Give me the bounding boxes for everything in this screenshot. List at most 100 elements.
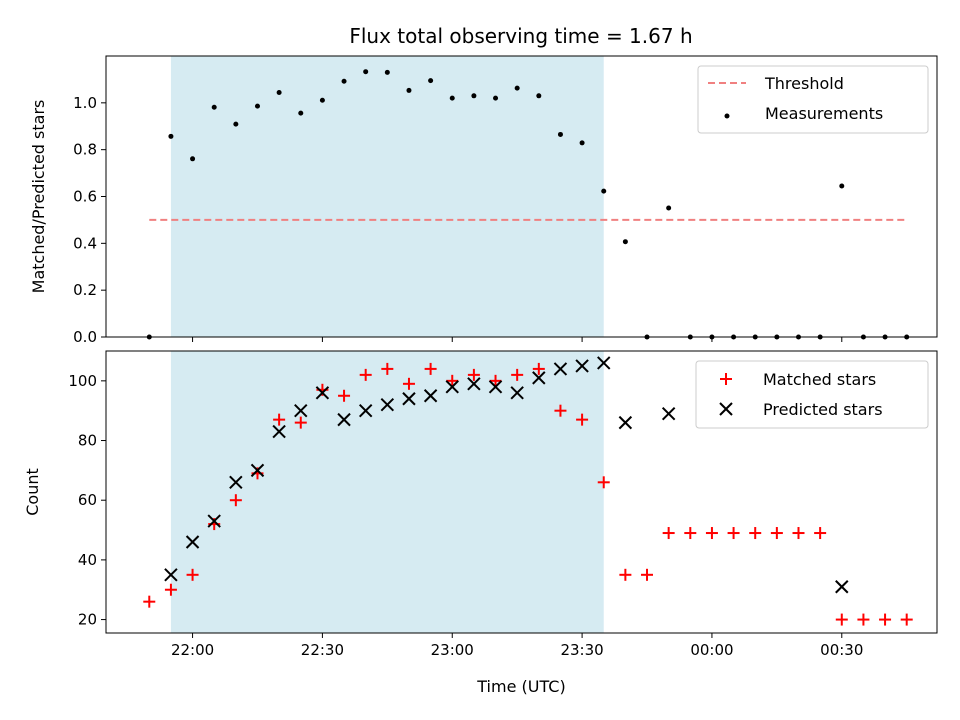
bottom-ytick-label: 20: [78, 611, 97, 629]
bottom-legend: Matched stars Predicted stars: [695, 360, 929, 429]
predicted-stars-point: [423, 389, 438, 403]
matched-stars-point: [554, 404, 567, 417]
matched-stars-point: [727, 527, 740, 540]
matched-stars-point: [749, 527, 762, 540]
matched-stars-point: [511, 368, 524, 381]
measurement-point: [536, 93, 542, 99]
top-ytick-label: 0.8: [73, 141, 97, 159]
matched-stars-point: [186, 568, 199, 581]
xtick-label: 00:30: [820, 641, 863, 659]
legend-predicted-swatch: [719, 402, 733, 416]
measurement-point: [233, 121, 239, 127]
matched-stars-point: [381, 362, 394, 375]
predicted-stars-point: [445, 380, 459, 394]
matched-stars-point: [705, 527, 718, 540]
predicted-stars-point: [250, 463, 265, 478]
xtick-label: 22:00: [171, 641, 214, 659]
matched-stars-point: [489, 374, 502, 387]
matched-stars-point: [273, 413, 286, 426]
xtick-label: 23:30: [560, 641, 603, 659]
legend-measurements-swatch: [724, 113, 730, 119]
matched-stars-point: [229, 494, 242, 507]
predicted-stars-point: [402, 392, 416, 406]
matched-stars-point: [294, 416, 307, 429]
top-legend-box: [697, 65, 929, 134]
predicted-stars-point: [618, 415, 633, 430]
xtick-label: 23:00: [431, 641, 474, 659]
predicted-stars-point: [337, 412, 351, 427]
matched-stars-point: [576, 413, 589, 426]
matched-stars-point: [879, 613, 892, 626]
matched-stars-point: [164, 583, 177, 596]
matched-stars-point: [662, 527, 675, 540]
legend-measurements-label: Measurements: [765, 104, 883, 123]
matched-stars-point: [770, 527, 783, 540]
legend-threshold-label: Threshold: [764, 74, 844, 93]
matched-stars-point: [835, 613, 848, 626]
measurement-point: [839, 183, 845, 189]
measurement-point: [449, 95, 455, 101]
measurement-point: [211, 104, 217, 110]
top-ytick-label: 1.0: [73, 94, 97, 112]
matched-stars-point: [641, 568, 654, 581]
measurement-point: [363, 69, 369, 75]
measurement-point: [254, 103, 260, 109]
legend-predicted-label: Predicted stars: [763, 400, 883, 419]
xtick-label: 00:00: [690, 641, 733, 659]
matched-stars-point: [900, 613, 913, 626]
predicted-stars-point: [315, 386, 330, 400]
bottom-y-axis-label: Count: [23, 468, 42, 516]
top-panel: 0.0 0.2 0.4 0.6 0.8 1.0 Matched/Predicted sta…: [29, 55, 938, 346]
matched-stars-point: [402, 377, 415, 390]
matched-stars-point: [597, 476, 610, 489]
bottom-ytick-label: 100: [68, 372, 97, 390]
matched-stars-point: [619, 568, 632, 581]
predicted-stars-point: [575, 359, 589, 373]
x-axis-label: Time (UTC): [476, 677, 565, 696]
bottom-legend-box: [695, 360, 929, 429]
top-legend: Threshold Measurements: [697, 65, 929, 134]
xtick-label: 22:30: [301, 641, 344, 659]
matched-stars-point: [857, 613, 870, 626]
predicted-stars-point: [488, 380, 503, 394]
predicted-stars-point: [510, 386, 524, 400]
predicted-stars-point: [467, 377, 481, 391]
measurement-point: [514, 85, 520, 91]
measurement-point: [428, 78, 434, 84]
predicted-stars-point: [661, 406, 676, 421]
bottom-ytick-label: 60: [78, 491, 97, 509]
predicted-stars-point: [164, 568, 178, 582]
measurement-point: [601, 188, 607, 194]
bottom-plot-frame: [105, 350, 938, 634]
predicted-stars-point: [272, 424, 286, 439]
chart-title: Flux total observing time = 1.67 h: [349, 24, 692, 48]
predicted-stars-point: [553, 362, 568, 376]
predicted-stars-point: [358, 403, 373, 418]
measurement-point: [276, 90, 282, 96]
bottom-panel: 20 40 60 80 100 22:00 22:30 23:00 23:30 00:00 00:…: [23, 350, 938, 696]
matched-stars-point: [532, 362, 545, 375]
predicted-stars-point: [597, 356, 611, 370]
matched-stars-point: [446, 374, 459, 387]
predicted-stars-point: [185, 535, 200, 549]
predicted-stars-point: [532, 371, 546, 385]
predicted-stars-point: [835, 580, 849, 594]
bottom-ytick-label: 40: [78, 551, 97, 569]
matched-stars-point: [359, 368, 372, 381]
legend-matched-swatch: [720, 373, 732, 385]
matched-stars-point: [338, 389, 351, 402]
matched-stars-point: [792, 527, 805, 540]
measurement-point: [666, 205, 672, 211]
measurement-point: [493, 95, 499, 101]
measurement-point: [579, 140, 585, 146]
measurement-point: [168, 133, 174, 139]
matched-stars-point: [424, 362, 437, 375]
measurement-point: [557, 131, 563, 137]
measurement-point: [341, 78, 347, 84]
matched-stars-point: [684, 527, 697, 540]
legend-matched-label: Matched stars: [763, 370, 876, 389]
measurement-point: [622, 239, 628, 245]
top-ytick-label: 0.6: [73, 188, 97, 206]
predicted-stars-point: [207, 514, 221, 528]
